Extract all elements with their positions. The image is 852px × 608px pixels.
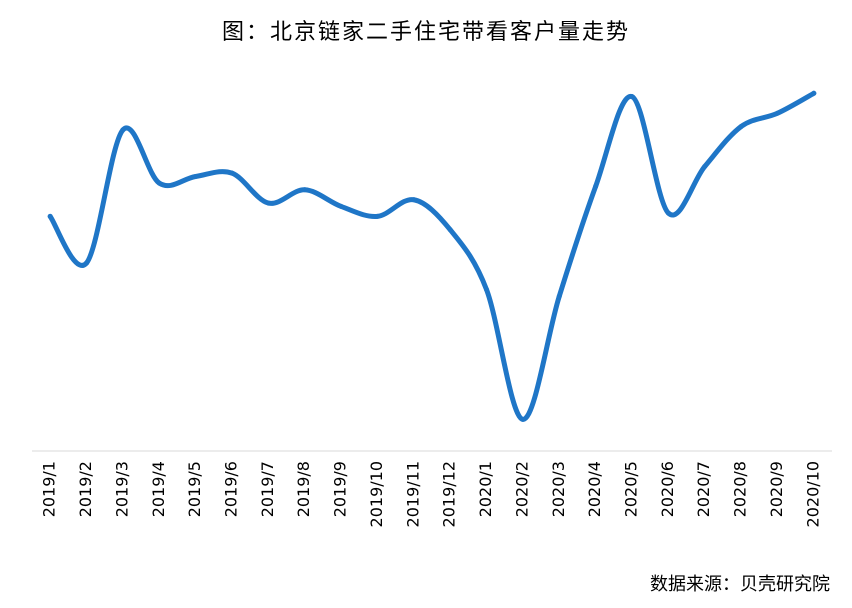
x-tick-label: 2020/9 bbox=[767, 461, 786, 517]
x-tick-label: 2020/7 bbox=[694, 461, 713, 517]
x-tick-label: 2019/5 bbox=[185, 461, 204, 517]
x-tick-label: 2020/2 bbox=[512, 461, 531, 517]
data-point bbox=[484, 287, 490, 293]
x-tick-label: 2019/4 bbox=[149, 461, 168, 517]
x-tick-label: 2019/1 bbox=[40, 461, 59, 517]
x-tick-label: 2020/4 bbox=[585, 461, 604, 517]
x-tick-label: 2019/10 bbox=[367, 461, 386, 527]
data-point bbox=[302, 187, 308, 193]
data-point bbox=[411, 197, 417, 203]
x-tick-label: 2019/3 bbox=[112, 461, 131, 517]
data-point bbox=[338, 203, 344, 209]
data-point bbox=[774, 110, 780, 116]
data-point bbox=[229, 170, 235, 176]
x-tick-label: 2019/7 bbox=[258, 461, 277, 517]
data-point bbox=[84, 260, 90, 266]
data-point bbox=[47, 213, 53, 219]
x-tick-label: 2019/6 bbox=[222, 461, 241, 517]
x-tick-label: 2020/6 bbox=[658, 461, 677, 517]
data-point bbox=[265, 200, 271, 206]
x-tick-label: 2020/8 bbox=[731, 461, 750, 517]
x-tick-label: 2020/5 bbox=[622, 461, 641, 517]
x-tick-label: 2019/12 bbox=[440, 461, 459, 527]
data-point bbox=[520, 416, 526, 422]
data-point bbox=[556, 293, 562, 299]
x-tick-label: 2019/8 bbox=[294, 461, 313, 517]
x-tick-label: 2020/10 bbox=[803, 461, 822, 527]
data-point bbox=[374, 213, 380, 219]
chart-title: 图：北京链家二手住宅带看客户量走势 bbox=[221, 20, 630, 45]
x-tick-label: 2019/11 bbox=[403, 461, 422, 527]
data-point bbox=[738, 124, 744, 130]
data-point bbox=[120, 127, 126, 133]
data-point bbox=[702, 163, 708, 169]
data-point bbox=[665, 210, 671, 216]
data-point bbox=[593, 183, 599, 189]
data-point bbox=[447, 227, 453, 233]
data-point bbox=[156, 180, 162, 186]
x-tick-label: 2019/9 bbox=[331, 461, 350, 517]
data-point bbox=[629, 94, 635, 100]
source-note: 数据来源：贝壳研究院 bbox=[650, 574, 830, 595]
series-line bbox=[47, 90, 817, 422]
data-point bbox=[811, 90, 817, 96]
x-tick-label: 2020/1 bbox=[476, 461, 495, 517]
x-tick-label: 2020/3 bbox=[549, 461, 568, 517]
x-tick-label: 2019/2 bbox=[76, 461, 95, 517]
data-point bbox=[193, 173, 199, 179]
